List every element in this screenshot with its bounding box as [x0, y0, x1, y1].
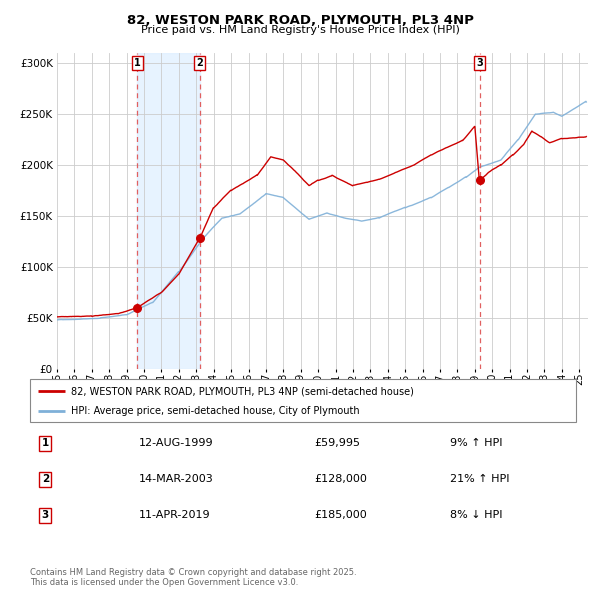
Text: Price paid vs. HM Land Registry's House Price Index (HPI): Price paid vs. HM Land Registry's House …: [140, 25, 460, 35]
Text: 9% ↑ HPI: 9% ↑ HPI: [451, 438, 503, 448]
Text: 3: 3: [476, 58, 483, 68]
Text: 12-AUG-1999: 12-AUG-1999: [139, 438, 214, 448]
Text: £128,000: £128,000: [314, 474, 367, 484]
Text: 11-APR-2019: 11-APR-2019: [139, 510, 211, 520]
Text: 1: 1: [134, 58, 141, 68]
Text: 8% ↓ HPI: 8% ↓ HPI: [451, 510, 503, 520]
Text: Contains HM Land Registry data © Crown copyright and database right 2025.
This d: Contains HM Land Registry data © Crown c…: [30, 568, 356, 587]
Text: 82, WESTON PARK ROAD, PLYMOUTH, PL3 4NP: 82, WESTON PARK ROAD, PLYMOUTH, PL3 4NP: [127, 14, 473, 27]
Text: 2: 2: [196, 58, 203, 68]
Text: 2: 2: [41, 474, 49, 484]
Text: 3: 3: [41, 510, 49, 520]
Text: 14-MAR-2003: 14-MAR-2003: [139, 474, 214, 484]
Text: £59,995: £59,995: [314, 438, 360, 448]
Text: 82, WESTON PARK ROAD, PLYMOUTH, PL3 4NP (semi-detached house): 82, WESTON PARK ROAD, PLYMOUTH, PL3 4NP …: [71, 386, 414, 396]
Bar: [137, 53, 200, 369]
Text: 1: 1: [41, 438, 49, 448]
Text: £185,000: £185,000: [314, 510, 367, 520]
Text: 21% ↑ HPI: 21% ↑ HPI: [451, 474, 510, 484]
Text: HPI: Average price, semi-detached house, City of Plymouth: HPI: Average price, semi-detached house,…: [71, 407, 359, 416]
